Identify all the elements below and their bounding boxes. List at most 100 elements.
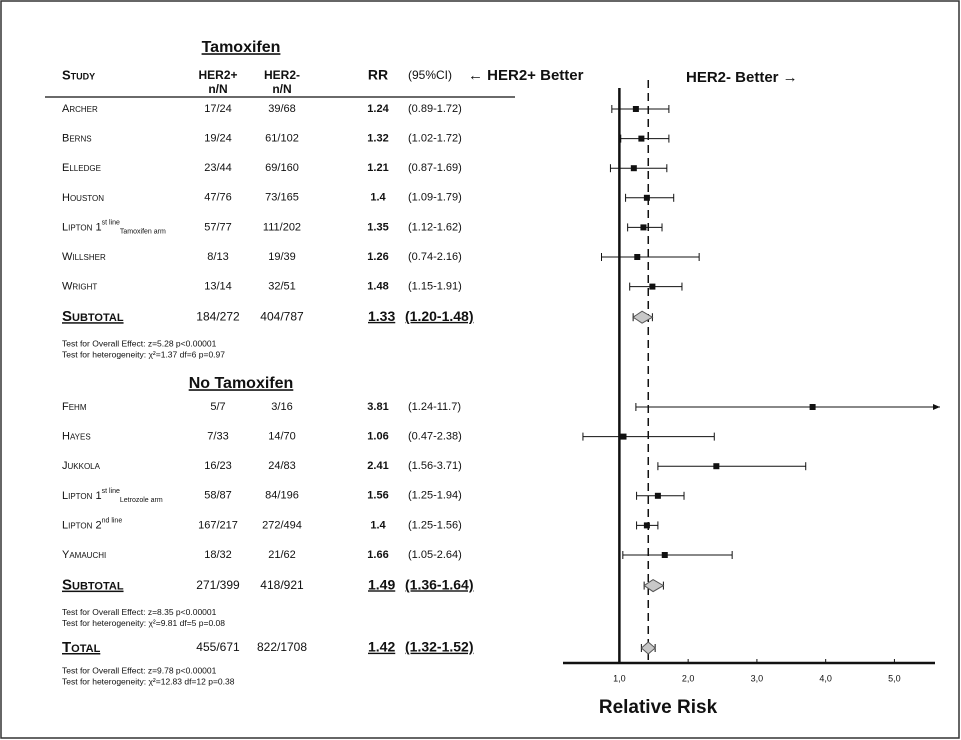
x-axis-label: Relative Risk: [599, 697, 718, 718]
x-tick-label: 4,0: [819, 673, 832, 683]
point-estimate: [643, 522, 650, 529]
her2neg-count: 822/1708: [257, 640, 307, 654]
rr-value: 1.42: [368, 639, 395, 655]
point-estimate: [649, 283, 656, 290]
study-name-text: Willsher: [62, 251, 106, 263]
study-name: Yamauchi: [62, 549, 106, 561]
rr-value: 1.49: [368, 576, 395, 592]
study-name-sub: Letrozole arm: [120, 497, 163, 504]
rr-value: 1.21: [367, 162, 388, 174]
study-name-text: Lipton 2: [62, 519, 102, 531]
point-estimate: [654, 492, 661, 499]
her2neg-count: 272/494: [262, 519, 302, 531]
her2pos-header: HER2+: [198, 68, 237, 82]
rr-value: 1.4: [370, 519, 386, 531]
her2neg-count: 111/202: [263, 221, 301, 233]
ci-label: (1.15-1.91): [408, 281, 462, 293]
rr-header: RR: [368, 67, 388, 83]
point-estimate: [634, 254, 641, 260]
study-name-text: Yamauchi: [62, 549, 106, 561]
study-name-sup: st line: [102, 488, 120, 495]
study-name: Subtotal: [62, 577, 124, 594]
rr-value: 1.24: [367, 103, 389, 115]
study-header: Study: [62, 67, 95, 82]
ci-label: (1.09-1.79): [408, 192, 462, 204]
her2pos-count: 47/76: [204, 192, 232, 204]
study-name-text: Subtotal: [62, 308, 124, 325]
her2neg-count: 3/16: [271, 401, 292, 413]
study-name: Willsher: [62, 251, 106, 263]
ci-label: (1.56-3.71): [408, 460, 462, 472]
study-name: Lipton 1st lineLetrozole arm: [62, 488, 163, 504]
ci-label: (1.05-2.64): [408, 549, 462, 561]
her2pos-count: 13/14: [204, 281, 232, 293]
her2neg-count: 39/68: [268, 103, 296, 115]
study-name-text: Subtotal: [62, 577, 124, 594]
summary-diamond: [643, 579, 665, 593]
her2pos-count: 271/399: [196, 578, 240, 592]
study-name-text: Archer: [62, 103, 98, 115]
test-statistic: Test for heterogeneity: χ²=12.83 df=12 p…: [62, 676, 235, 686]
study-name-sup: nd line: [102, 517, 123, 524]
test-statistic: Test for heterogeneity: χ²=9.81 df=5 p=0…: [62, 618, 225, 628]
study-name-text: Wright: [62, 281, 97, 293]
point-estimate: [630, 165, 637, 172]
ci-header: (95%CI): [408, 68, 452, 82]
study-name-text: Lipton 1: [62, 490, 102, 502]
her2neg-count: 14/70: [268, 431, 296, 443]
her2pos-count: 455/671: [196, 640, 240, 654]
group-title: Tamoxifen: [202, 39, 281, 56]
ci-label: (1.25-1.94): [408, 490, 462, 502]
study-name: Jukkola: [62, 460, 101, 472]
her2pos-count: 58/87: [204, 490, 232, 502]
her2neg-count: 73/165: [265, 192, 299, 204]
right-label: HER2- Better →: [686, 69, 798, 86]
her2pos-count: 5/7: [210, 401, 225, 413]
ci-label: (1.36-1.64): [405, 576, 473, 592]
her2pos-count: 8/13: [207, 251, 228, 263]
point-estimate: [620, 433, 627, 440]
ci-label: (1.02-1.72): [408, 133, 462, 145]
point-estimate: [809, 404, 816, 410]
ci-arrow: [933, 404, 940, 410]
study-name-sup: st line: [102, 219, 120, 226]
her2neg-count: 84/196: [265, 490, 299, 502]
her2neg-count: 21/62: [268, 549, 296, 561]
rr-value: 1.26: [367, 251, 388, 263]
her2neg-count: 32/51: [268, 281, 296, 293]
ci-label: (0.74-2.16): [408, 251, 462, 263]
her2pos-count: 57/77: [204, 221, 232, 233]
her2pos-count: 17/24: [204, 103, 232, 115]
study-name-text: Berns: [62, 133, 92, 145]
x-tick-label: 2,0: [682, 673, 695, 683]
her2neg-count: 69/160: [265, 162, 299, 174]
her2pos-count: 184/272: [196, 309, 240, 323]
study-name: Wright: [62, 281, 97, 293]
rr-value: 1.32: [367, 133, 388, 145]
point-estimate: [640, 224, 647, 231]
summary-diamond: [632, 310, 654, 324]
ci-label: (1.32-1.52): [405, 639, 473, 655]
summary-diamond: [640, 641, 656, 655]
test-statistic: Test for heterogeneity: χ²=1.37 df=6 p=0…: [62, 349, 225, 359]
ci-label: (0.89-1.72): [408, 103, 462, 115]
rr-value: 2.41: [367, 460, 388, 472]
her2neg-count: 19/39: [268, 251, 296, 263]
her2pos-count: 7/33: [207, 431, 228, 443]
test-statistic: Test for Overall Effect: z=5.28 p<0.0000…: [62, 338, 217, 348]
her2neg-count: 418/921: [260, 578, 304, 592]
ci-label: (1.25-1.56): [408, 519, 462, 531]
x-tick-label: 1,0: [613, 673, 626, 683]
rr-value: 1.56: [367, 490, 388, 502]
her2pos-count: 23/44: [204, 162, 232, 174]
study-name: Houston: [62, 192, 104, 204]
left-label: ← HER2+ Better: [468, 67, 584, 84]
her2neg-header: HER2-: [264, 68, 300, 82]
study-name: Fehm: [62, 401, 87, 413]
study-name-text: Fehm: [62, 401, 87, 413]
study-name-text: Hayes: [62, 431, 91, 443]
her2neg-count: 61/102: [265, 133, 299, 145]
point-estimate: [632, 106, 639, 112]
x-tick-label: 3,0: [751, 673, 764, 683]
